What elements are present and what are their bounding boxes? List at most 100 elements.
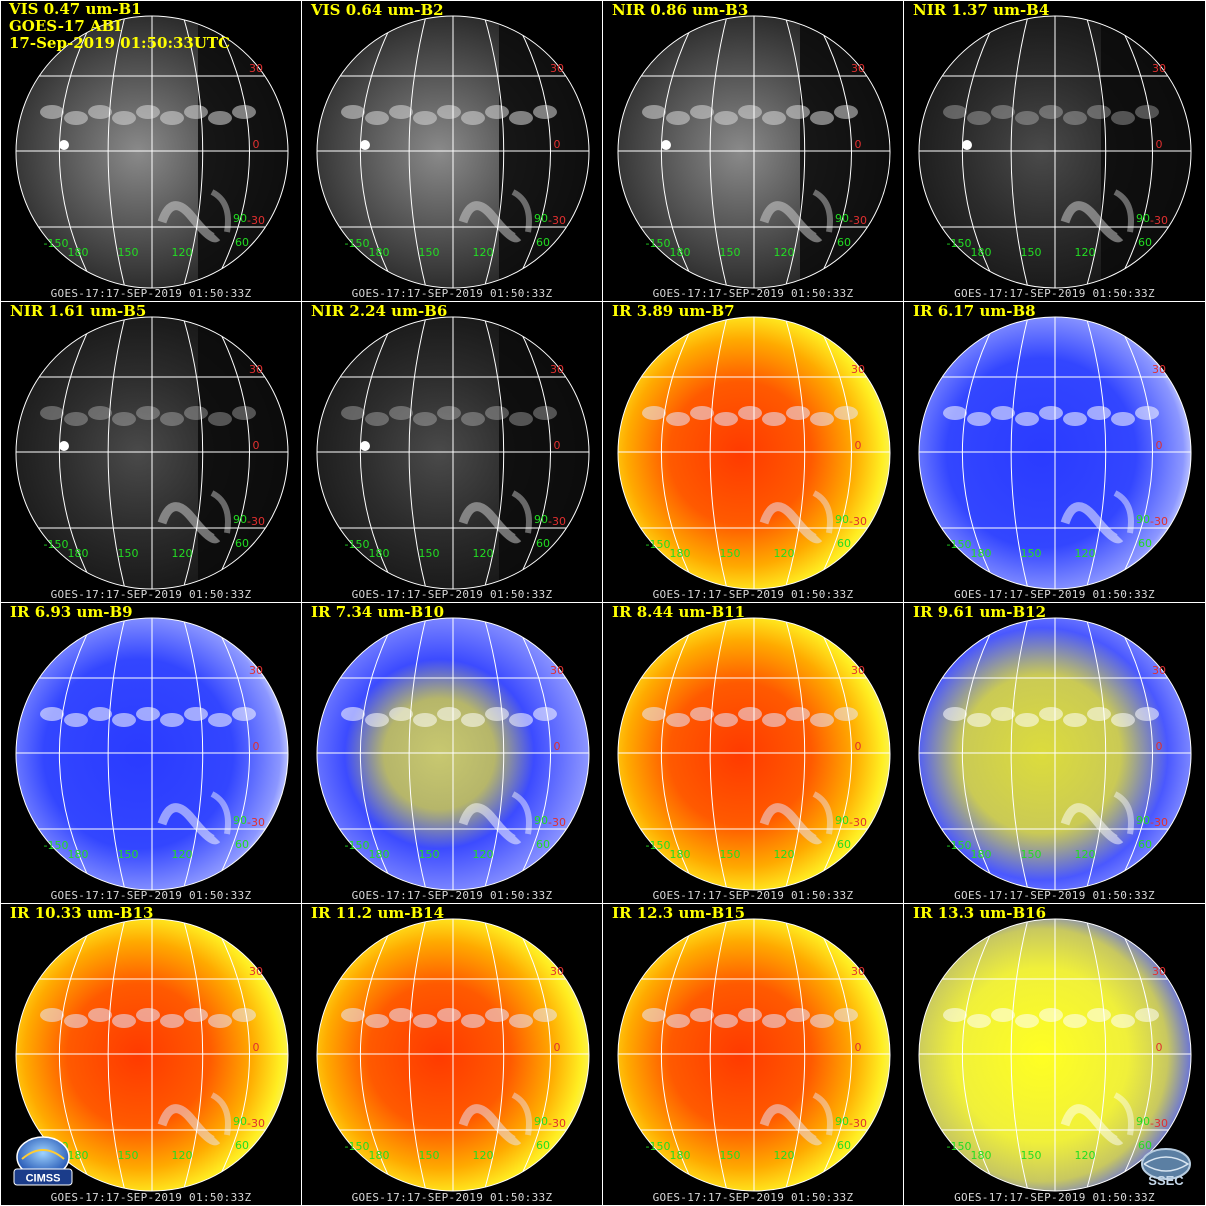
lon-label: 90 [1136,513,1150,526]
panel-title: IR 11.2 um-B14 [311,904,445,922]
panel-title: IR 7.34 um-B10 [311,603,445,621]
lat-label: -30 [849,1117,867,1130]
satellite-panel: 30 0 -30 -150 180 150 120 90 60 VIS 0.64 um-B2 GOE… [302,1,602,301]
panel-title: NIR 2.24 um-B6 [311,302,448,320]
lon-label: 90 [534,814,548,827]
lon-label: -150 [345,1140,370,1153]
lat-label: -30 [1150,515,1168,528]
lon-label: 180 [971,547,992,560]
lon-label: 90 [233,1115,247,1128]
lon-label: 90 [534,212,548,225]
lat-label: -30 [548,214,566,227]
lon-label: 90 [233,814,247,827]
lon-label: 150 [118,1149,139,1162]
panel-timestamp: GOES-17:17-SEP-2019 01:50:33Z [50,287,252,300]
lon-label: -150 [44,538,69,551]
panel-title: IR 9.61 um-B12 [913,603,1047,621]
lon-label: 150 [118,547,139,560]
lat-label: -30 [1150,1117,1168,1130]
lon-label: 180 [68,246,89,259]
lon-label: 180 [670,547,691,560]
lon-label: 180 [68,848,89,861]
lat-label: 0 [554,740,561,753]
lon-label: -150 [947,1140,972,1153]
lon-label: 150 [1021,848,1042,861]
lat-label: -30 [849,214,867,227]
lon-label: 60 [536,537,550,550]
panel-title: NIR 0.86 um-B3 [612,1,749,19]
satellite-panel: 30 0 -30 -150 180 150 120 90 60 NIR 1.61 um-B5 GOE… [1,302,301,602]
image-header: VIS 0.47 um-B1 GOES-17 ABI 17-Sep-2019 0… [9,1,230,52]
panel-title: IR 10.33 um-B13 [10,904,154,922]
lon-label: 150 [1021,547,1042,560]
ssec-logo-text: SSEC [1148,1173,1184,1188]
panel-title: NIR 1.61 um-B5 [10,302,147,320]
panel-timestamp: GOES-17:17-SEP-2019 01:50:33Z [351,889,553,902]
lat-label: 30 [550,664,564,677]
lon-label: 60 [235,1139,249,1152]
lon-label: 120 [774,848,795,861]
panel-timestamp: GOES-17:17-SEP-2019 01:50:33Z [50,889,252,902]
lat-label: 0 [855,740,862,753]
satellite-panel: 30 0 -30 -150 180 150 120 90 60 IR 11.2 um-B14 GOE… [302,904,602,1205]
panel-timestamp: GOES-17:17-SEP-2019 01:50:33Z [50,588,252,601]
lon-label: 60 [1138,838,1152,851]
lon-label: 120 [774,547,795,560]
lat-label: -30 [247,816,265,829]
lon-label: 60 [1138,1139,1152,1152]
lon-label: 150 [118,246,139,259]
lon-label: 150 [1021,1149,1042,1162]
lat-label: -30 [247,1117,265,1130]
lon-label: 180 [369,547,390,560]
lon-label: 180 [68,547,89,560]
satellite-panel: 30 0 -30 -150 180 150 120 90 60 IR 6.93 um-B9 GOES… [1,603,301,903]
lat-label: 30 [1152,363,1166,376]
header-datetime: 17-Sep-2019 01:50:33UTC [9,34,231,52]
panel-title: IR 13.3 um-B16 [913,904,1047,922]
lon-label: 90 [1136,814,1150,827]
lat-label: -30 [849,816,867,829]
panel-timestamp: GOES-17:17-SEP-2019 01:50:33Z [652,1191,854,1204]
lon-label: 90 [534,513,548,526]
lat-label: 30 [851,363,865,376]
lon-label: 150 [419,848,440,861]
lat-label: -30 [849,515,867,528]
lon-label: 90 [233,513,247,526]
lon-label: 120 [473,1149,494,1162]
lat-label: 0 [1156,138,1163,151]
lon-label: 60 [837,838,851,851]
lon-label: 180 [369,1149,390,1162]
lon-label: 180 [670,848,691,861]
lat-label: 0 [855,138,862,151]
header-satellite: GOES-17 ABI [9,17,122,35]
lat-label: 30 [249,965,263,978]
lon-label: 150 [720,848,741,861]
ssec-logo: SSEC [1136,1146,1196,1190]
lat-label: 30 [249,363,263,376]
lon-label: 180 [369,848,390,861]
lon-label: 60 [536,236,550,249]
lon-label: 180 [670,1149,691,1162]
lon-label: -150 [44,839,69,852]
cimss-logo: CIMSS [10,1133,76,1189]
lon-label: 120 [172,246,193,259]
lon-label: -150 [646,839,671,852]
lat-label: 30 [550,62,564,75]
lat-label: 30 [249,62,263,75]
satellite-panel: 30 0 -30 -150 180 150 120 90 60 IR 3.89 um-B7 GOES… [603,302,903,602]
lon-label: -150 [345,237,370,250]
satellite-panel: 30 0 -30 -150 180 150 120 90 60 NIR 1.37 um-B4 GOE… [904,1,1205,301]
lon-label: 180 [971,1149,992,1162]
lon-label: 90 [835,212,849,225]
lat-label: -30 [247,515,265,528]
satellite-panel: 30 0 -30 -150 180 150 120 90 60 IR 6.17 um-B8 GOES… [904,302,1205,602]
lon-label: 180 [971,848,992,861]
satellite-panel: 30 0 -30 -150 180 150 120 90 60 IR 12.3 um-B15 GOE… [603,904,903,1205]
